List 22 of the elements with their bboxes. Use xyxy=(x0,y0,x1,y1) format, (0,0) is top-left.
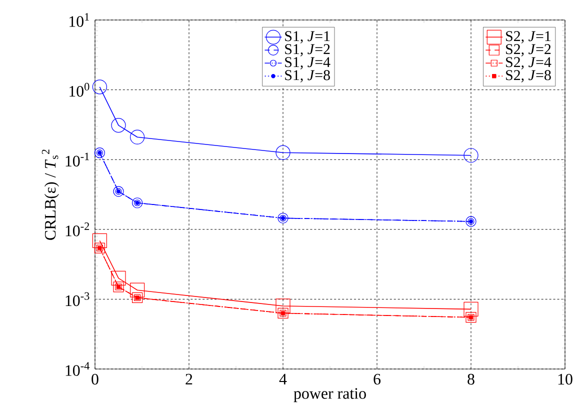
y-tick-label: 10$^{1}$ xyxy=(70,13,89,27)
y-tick-label: 10$^{-4}$ xyxy=(66,362,90,376)
legend-label: S1, J=4 xyxy=(285,57,330,70)
legend-label: S1, J=8 xyxy=(285,70,330,82)
y-tick-label: 10$^{-2}$ xyxy=(66,222,90,236)
legend-label: S2, J=4 xyxy=(506,57,552,70)
x-tick-label: 6 xyxy=(374,374,381,385)
x-tick-label: 4 xyxy=(279,374,287,384)
y-tick-label: 10$^{-1}$ xyxy=(66,152,89,166)
x-tick-label: 2 xyxy=(186,374,192,384)
legend-label: S2, J=1 xyxy=(506,31,551,44)
x-tick-label: 8 xyxy=(468,374,474,385)
x-tick-label: 0 xyxy=(92,374,98,385)
y-tick-label: 10$^{0}$ xyxy=(70,82,90,97)
legend-label: S1, J=1 xyxy=(285,31,330,44)
x-tick-label: 10 xyxy=(558,374,572,385)
legend-label: S2, J=8 xyxy=(506,70,551,82)
y-axis-title: CRLB(ε) / T$_{s}$2 xyxy=(42,150,59,240)
x-axis-title: power ratio xyxy=(294,388,366,402)
y-tick-label: 10$^{-3}$ xyxy=(66,292,90,306)
legend-label: S1, J=2 xyxy=(285,44,330,56)
legend-label: S2, J=2 xyxy=(506,44,551,56)
